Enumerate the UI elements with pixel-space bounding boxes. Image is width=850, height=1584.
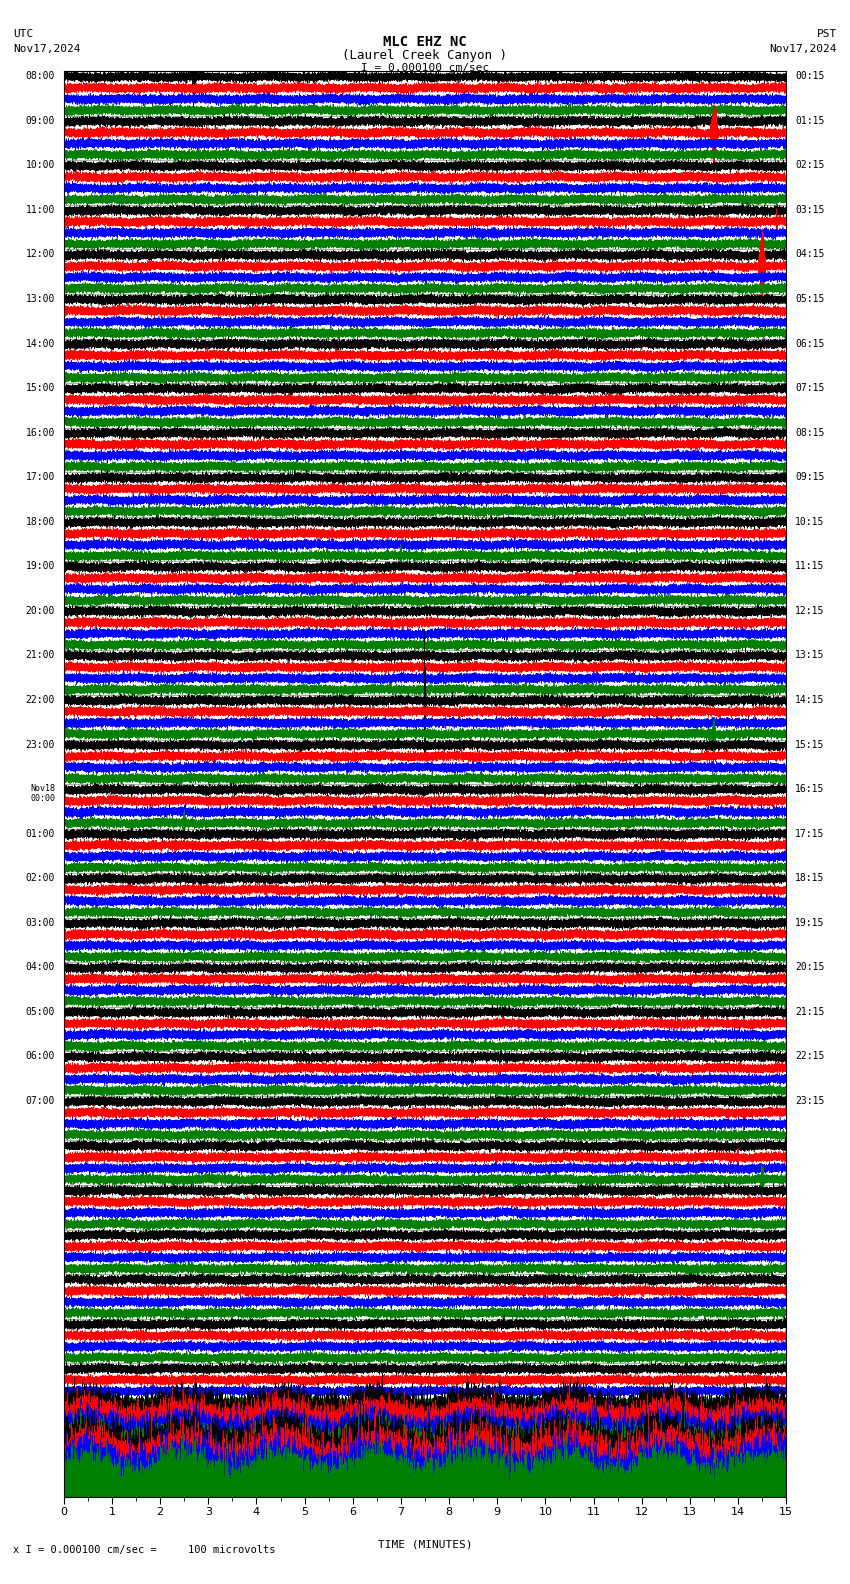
- Text: MLC EHZ NC: MLC EHZ NC: [383, 35, 467, 49]
- Text: 23:15: 23:15: [795, 1096, 824, 1106]
- Text: 10:00: 10:00: [26, 160, 55, 171]
- Text: 16:15: 16:15: [795, 784, 824, 794]
- Text: 03:00: 03:00: [26, 917, 55, 928]
- Text: 20:00: 20:00: [26, 605, 55, 616]
- Text: 09:15: 09:15: [795, 472, 824, 482]
- Text: 04:15: 04:15: [795, 249, 824, 260]
- Text: 16:00: 16:00: [26, 428, 55, 437]
- Text: 05:00: 05:00: [26, 1007, 55, 1017]
- Text: 00:15: 00:15: [795, 71, 824, 81]
- Text: 17:00: 17:00: [26, 472, 55, 482]
- Text: 02:15: 02:15: [795, 160, 824, 171]
- Text: 19:15: 19:15: [795, 917, 824, 928]
- Text: 06:00: 06:00: [26, 1052, 55, 1061]
- Text: PST: PST: [817, 29, 837, 38]
- Text: Nov17,2024: Nov17,2024: [770, 44, 837, 54]
- Text: 07:15: 07:15: [795, 383, 824, 393]
- Text: 18:00: 18:00: [26, 516, 55, 527]
- Text: 14:15: 14:15: [795, 695, 824, 705]
- Text: 22:15: 22:15: [795, 1052, 824, 1061]
- Text: 10:15: 10:15: [795, 516, 824, 527]
- Text: 13:15: 13:15: [795, 651, 824, 661]
- Text: 19:00: 19:00: [26, 561, 55, 572]
- Text: 23:00: 23:00: [26, 740, 55, 749]
- Text: 04:00: 04:00: [26, 963, 55, 973]
- Text: 07:00: 07:00: [26, 1096, 55, 1106]
- Text: 12:00: 12:00: [26, 249, 55, 260]
- Text: 01:00: 01:00: [26, 828, 55, 838]
- Text: 21:15: 21:15: [795, 1007, 824, 1017]
- Text: 05:15: 05:15: [795, 295, 824, 304]
- Text: 11:00: 11:00: [26, 204, 55, 215]
- Text: I = 0.000100 cm/sec: I = 0.000100 cm/sec: [361, 63, 489, 73]
- X-axis label: TIME (MINUTES): TIME (MINUTES): [377, 1540, 473, 1549]
- Text: 22:00: 22:00: [26, 695, 55, 705]
- Text: 15:15: 15:15: [795, 740, 824, 749]
- Text: 20:15: 20:15: [795, 963, 824, 973]
- Text: 17:15: 17:15: [795, 828, 824, 838]
- Text: 11:15: 11:15: [795, 561, 824, 572]
- Text: 18:15: 18:15: [795, 873, 824, 884]
- Text: x I = 0.000100 cm/sec =     100 microvolts: x I = 0.000100 cm/sec = 100 microvolts: [13, 1546, 275, 1555]
- Text: 01:15: 01:15: [795, 116, 824, 125]
- Text: UTC: UTC: [13, 29, 33, 38]
- Text: Nov17,2024: Nov17,2024: [13, 44, 80, 54]
- Text: 13:00: 13:00: [26, 295, 55, 304]
- Text: 15:00: 15:00: [26, 383, 55, 393]
- Text: 12:15: 12:15: [795, 605, 824, 616]
- Text: 09:00: 09:00: [26, 116, 55, 125]
- Text: 06:15: 06:15: [795, 339, 824, 348]
- Text: (Laurel Creek Canyon ): (Laurel Creek Canyon ): [343, 49, 507, 62]
- Text: 08:00: 08:00: [26, 71, 55, 81]
- Text: 14:00: 14:00: [26, 339, 55, 348]
- Text: 02:00: 02:00: [26, 873, 55, 884]
- Text: 03:15: 03:15: [795, 204, 824, 215]
- Text: 21:00: 21:00: [26, 651, 55, 661]
- Text: 08:15: 08:15: [795, 428, 824, 437]
- Text: Nov18
00:00: Nov18 00:00: [30, 784, 55, 803]
